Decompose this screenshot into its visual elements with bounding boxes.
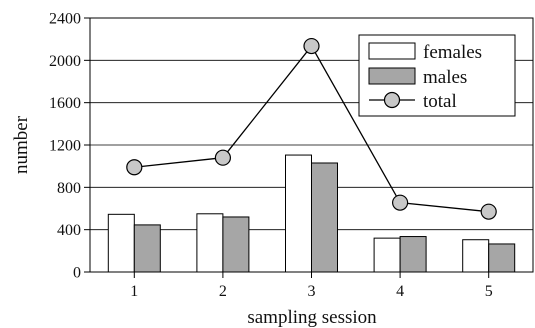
bars: [107, 154, 516, 273]
bar-females: [462, 239, 490, 273]
legend: females males total: [358, 34, 516, 117]
x-tick-label: 2: [219, 283, 227, 300]
bar-males: [222, 216, 250, 273]
legend-swatch-total-marker: [383, 91, 401, 109]
legend-label-total: total: [423, 91, 457, 112]
bar-females: [107, 213, 135, 273]
point-total: [480, 203, 497, 220]
y-tick-label: 400: [57, 222, 81, 239]
bar-males: [399, 236, 427, 273]
y-tick-label: 0: [73, 265, 81, 282]
legend-swatch-males: [368, 67, 416, 85]
x-tick-label: 1: [130, 283, 138, 300]
x-axis-ticks: 1 2 3 4 5: [130, 272, 493, 300]
x-tick-label: 4: [396, 283, 404, 300]
bar-males: [311, 162, 338, 273]
x-tick-label: 3: [308, 283, 316, 300]
total-series: [126, 37, 497, 220]
bar-females: [285, 154, 312, 273]
point-total: [214, 149, 231, 166]
y-tick-label: 1600: [49, 95, 81, 112]
bar-males: [133, 224, 161, 273]
legend-label-males: males: [423, 67, 467, 88]
y-axis-title: number: [11, 115, 32, 174]
bar-females: [196, 213, 224, 273]
y-tick-label: 800: [57, 180, 81, 197]
legend-swatch-females: [368, 42, 416, 60]
y-tick-label: 2000: [49, 53, 81, 70]
x-axis-title: sampling session: [247, 307, 377, 328]
bar-females: [373, 237, 401, 273]
point-total: [392, 194, 409, 211]
y-tick-label: 1200: [49, 138, 81, 155]
point-total: [303, 37, 320, 55]
y-axis-ticks: 0 400 800 1200 1600 2000 2400: [49, 11, 90, 282]
point-total: [126, 159, 143, 176]
bar-males: [488, 243, 516, 273]
legend-label-females: females: [423, 42, 482, 63]
x-tick-label: 5: [485, 283, 493, 300]
y-tick-label: 2400: [49, 11, 81, 28]
